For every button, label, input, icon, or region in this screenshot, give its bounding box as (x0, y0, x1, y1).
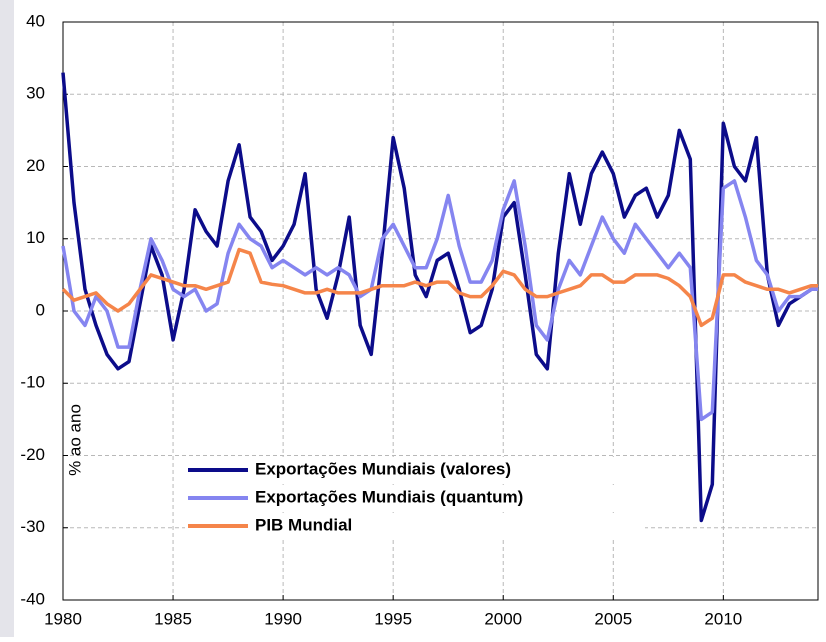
y-tick-label: 40 (26, 11, 45, 30)
legend-bg (185, 485, 645, 511)
series-line (61, 247, 818, 328)
series-line (61, 179, 818, 422)
y-tick-label: 0 (36, 300, 45, 319)
legend-bg (185, 457, 645, 483)
y-tick-label: 10 (26, 228, 45, 247)
x-tick-label: 1995 (374, 609, 412, 628)
legend-label: Exportações Mundiais (valores) (255, 459, 511, 478)
plot-frame (62, 21, 819, 601)
x-tick-label: 1980 (44, 609, 82, 628)
y-tick-label: -30 (20, 517, 45, 536)
legend-label: Exportações Mundiais (quantum) (255, 487, 523, 506)
x-tick-label: 2010 (704, 609, 742, 628)
x-tick-label: 1990 (264, 609, 302, 628)
y-tick-label: 20 (26, 156, 45, 175)
y-axis-label: % ao ano (65, 404, 84, 476)
y-tick-label: 30 (26, 84, 45, 103)
x-tick-label: 2000 (484, 609, 522, 628)
y-tick-label: -10 (20, 373, 45, 392)
legend-bg (185, 513, 645, 539)
x-tick-label: 1985 (154, 609, 192, 628)
legend-label: PIB Mundial (255, 515, 352, 534)
y-tick-label: -20 (20, 445, 45, 464)
x-tick-label: 2005 (594, 609, 632, 628)
side-strip (0, 0, 14, 637)
y-tick-label: -40 (20, 589, 45, 608)
